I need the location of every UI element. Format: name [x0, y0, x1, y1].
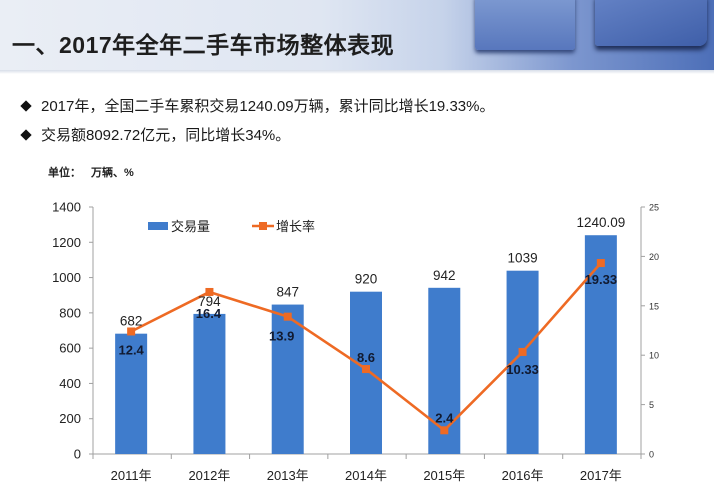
line-value-label: 10.33 — [506, 362, 539, 377]
chart-legend: 交易量 增长率 — [148, 219, 315, 234]
decorative-cube-graphic — [475, 0, 575, 50]
bullet-text: 2017年，全国二手车累积交易1240.09万辆，累计同比增长19.33%。 — [41, 98, 495, 115]
legend-label: 增长率 — [276, 219, 315, 234]
line-value-label: 12.4 — [118, 342, 144, 357]
bar-value-label: 682 — [120, 314, 143, 329]
bar-value-label: 1240.09 — [576, 215, 625, 230]
y-tick-label: 600 — [59, 341, 81, 356]
y2-tick-label: 5 — [649, 400, 654, 410]
legend-label: 交易量 — [171, 219, 210, 234]
y-tick-label: 1200 — [52, 235, 81, 250]
x-tick-label: 2013年 — [267, 468, 309, 483]
y2-tick-label: 0 — [649, 450, 654, 460]
bar — [584, 235, 617, 454]
bar-value-label: 920 — [355, 272, 378, 287]
bar-value-label: 794 — [198, 294, 221, 309]
bullet-item: 交易额8092.72亿元，同比增长34%。 — [20, 124, 291, 145]
x-tick-label: 2012年 — [188, 468, 230, 483]
y-tick-label: 0 — [74, 447, 81, 462]
bar-value-label: 1039 — [508, 251, 538, 266]
x-tick-label: 2017年 — [580, 468, 622, 483]
page-title: 一、2017年全年二手车市场整体表现 — [12, 32, 395, 58]
header-banner — [0, 0, 714, 70]
line-value-label: 19.33 — [585, 272, 618, 287]
bullet-text: 交易额8092.72亿元，同比增长34%。 — [41, 127, 291, 144]
y-tick-label: 800 — [59, 305, 81, 320]
y-tick-label: 1000 — [52, 270, 81, 285]
line-value-label: 16.4 — [196, 306, 222, 321]
legend-bar-swatch-icon — [148, 222, 168, 230]
bullet-item: 2017年，全国二手车累积交易1240.09万辆，累计同比增长19.33%。 — [20, 95, 495, 116]
line-marker — [205, 287, 214, 296]
line-marker — [127, 327, 136, 336]
line-series — [127, 259, 605, 435]
banner-divider — [0, 70, 714, 74]
line-marker — [283, 312, 292, 321]
line-marker — [518, 347, 527, 356]
y-tick-label: 400 — [59, 376, 81, 391]
unit-label-value: 万辆、% — [91, 167, 134, 179]
bar-value-label: 847 — [276, 285, 299, 300]
line-marker — [362, 365, 370, 374]
y-tick-label: 1400 — [52, 200, 81, 215]
x-tick-label: 2011年 — [111, 468, 152, 483]
data-labels: 682 794 847 920 942 1039 1240.09 12.4 16.4 13.9 8.… — [118, 215, 625, 425]
bar — [115, 333, 148, 454]
decorative-cube-graphic — [595, 0, 707, 46]
bar-value-label: 942 — [433, 268, 456, 283]
line-value-label: 8.6 — [357, 350, 375, 365]
bar — [271, 304, 304, 454]
unit-label-key: 单位： — [48, 167, 81, 179]
y2-tick-label: 25 — [649, 203, 659, 213]
line-value-label: 2.4 — [435, 410, 454, 425]
unit-label: 单位： 万辆、% — [48, 164, 134, 180]
x-tick-label: 2015年 — [423, 468, 465, 483]
y2-tick-label: 10 — [649, 351, 659, 361]
bar — [193, 313, 226, 454]
x-tick-label: 2014年 — [345, 468, 387, 483]
line-marker — [596, 259, 605, 268]
bar-series — [115, 235, 617, 454]
x-tick-label: 2016年 — [502, 468, 544, 483]
y2-tick-label: 20 — [649, 252, 659, 262]
y2-tick-label: 15 — [649, 301, 659, 311]
line-value-label: 13.9 — [269, 329, 294, 344]
y-tick-label: 200 — [59, 411, 81, 426]
line-marker — [440, 426, 449, 435]
